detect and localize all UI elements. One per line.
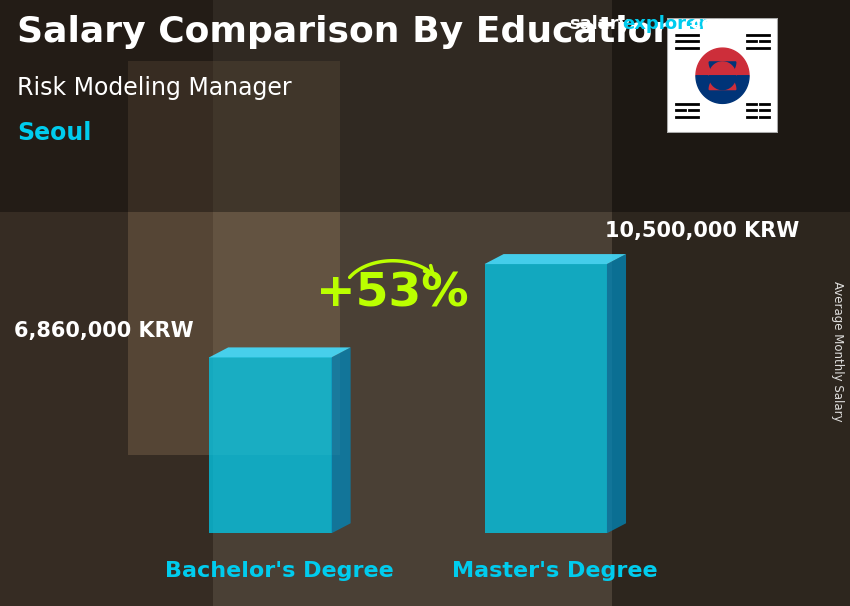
Text: 6,860,000 KRW: 6,860,000 KRW xyxy=(14,321,194,341)
Bar xyxy=(484,264,607,533)
Polygon shape xyxy=(484,254,626,264)
Bar xyxy=(0,0,212,606)
Bar xyxy=(209,358,332,533)
Text: explorer: explorer xyxy=(622,15,707,33)
Text: Average Monthly Salary: Average Monthly Salary xyxy=(830,281,844,422)
Polygon shape xyxy=(709,62,736,76)
Polygon shape xyxy=(709,62,736,76)
Polygon shape xyxy=(696,76,749,104)
Text: Salary Comparison By Education: Salary Comparison By Education xyxy=(17,15,678,49)
Polygon shape xyxy=(332,347,351,533)
Text: Master's Degree: Master's Degree xyxy=(452,561,658,581)
Text: Seoul: Seoul xyxy=(17,121,91,145)
Polygon shape xyxy=(607,254,626,533)
Bar xyxy=(612,0,850,606)
Polygon shape xyxy=(696,48,749,76)
Text: salary: salary xyxy=(570,15,631,33)
Text: +53%: +53% xyxy=(316,271,469,316)
Text: .com: .com xyxy=(684,15,733,33)
Text: Bachelor's Degree: Bachelor's Degree xyxy=(166,561,394,581)
Polygon shape xyxy=(209,347,351,358)
Polygon shape xyxy=(709,76,736,90)
Bar xyxy=(128,61,340,455)
Bar xyxy=(0,0,850,212)
Text: 10,500,000 KRW: 10,500,000 KRW xyxy=(605,221,800,241)
Text: Risk Modeling Manager: Risk Modeling Manager xyxy=(17,76,292,100)
Polygon shape xyxy=(709,76,736,90)
